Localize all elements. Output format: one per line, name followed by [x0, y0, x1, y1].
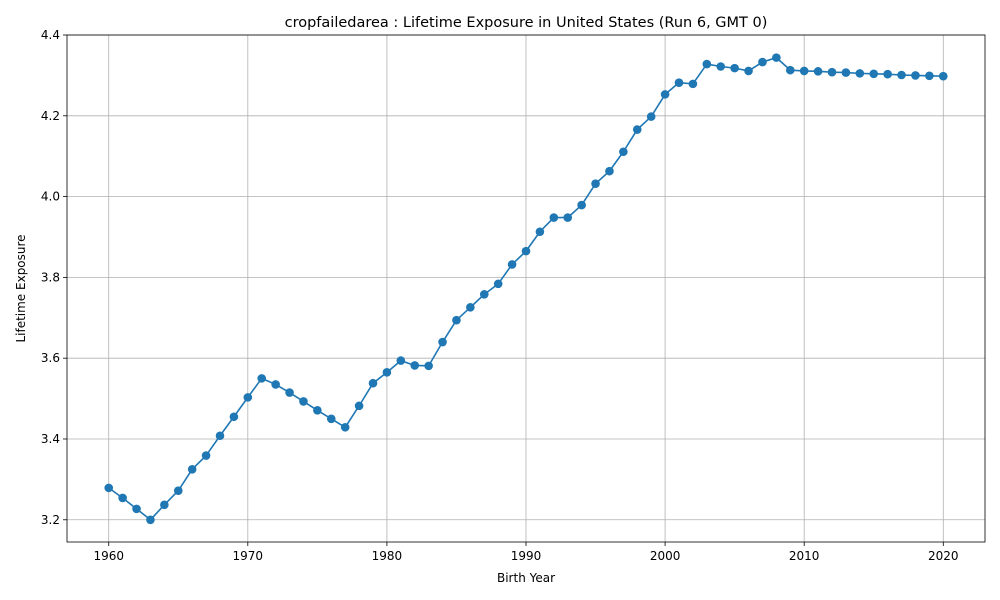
data-point	[132, 504, 141, 514]
data-point	[104, 483, 114, 493]
y-tick-label: 4.2	[41, 109, 60, 123]
data-point	[716, 62, 726, 71]
data-point	[535, 227, 545, 237]
data-point	[925, 71, 934, 81]
data-point	[632, 125, 642, 134]
data-point	[299, 397, 308, 406]
data-point	[201, 451, 211, 460]
y-tick-label: 4.4	[41, 28, 60, 42]
data-point	[827, 67, 837, 77]
x-axis-label: Birth Year	[497, 571, 555, 585]
data-point	[438, 337, 447, 347]
x-axis: 1960 1970 1980 1990 2000 2010 2020	[93, 542, 959, 563]
data-point	[855, 69, 865, 78]
data-point	[507, 260, 517, 269]
x-tick-label: 1980	[372, 549, 403, 563]
series-layer	[104, 53, 948, 525]
x-tick-label: 2010	[789, 549, 820, 563]
data-point	[243, 393, 253, 402]
data-point	[799, 66, 809, 76]
chart-title: cropfailedarea : Lifetime Exposure in Un…	[285, 15, 768, 31]
data-point	[619, 147, 628, 157]
data-point	[646, 112, 656, 121]
data-point	[897, 70, 906, 80]
y-tick-label: 3.6	[41, 351, 60, 365]
data-point	[674, 78, 684, 87]
data-point	[744, 66, 753, 76]
data-point	[424, 361, 433, 371]
data-point	[772, 53, 781, 62]
data-point	[911, 71, 920, 80]
data-point	[479, 290, 489, 299]
data-point	[354, 401, 364, 411]
data-point	[883, 69, 892, 79]
data-point	[173, 486, 183, 495]
y-tick-label: 4.0	[41, 190, 60, 204]
data-point	[938, 71, 948, 81]
data-point	[410, 361, 420, 370]
y-axis: 3.2 3.4 3.6 3.8 4.0 4.2 4.4	[41, 28, 67, 527]
x-tick-label: 1990	[511, 549, 542, 563]
data-point	[869, 69, 879, 79]
data-point	[146, 515, 155, 525]
data-point	[521, 246, 531, 256]
y-axis-label: Lifetime Exposure	[14, 234, 28, 342]
data-point	[118, 493, 127, 503]
data-point	[758, 57, 767, 67]
x-tick-label: 1970	[233, 549, 264, 563]
data-point	[577, 200, 586, 210]
data-point	[493, 279, 503, 289]
data-point	[368, 378, 378, 388]
data-point	[813, 67, 823, 76]
data-point	[313, 406, 322, 415]
data-point	[452, 315, 461, 325]
data-point	[730, 63, 739, 73]
data-point	[549, 213, 559, 222]
data-point	[382, 368, 392, 377]
data-point	[785, 65, 795, 75]
data-point	[702, 59, 712, 69]
data-point	[229, 412, 239, 422]
x-tick-label: 2020	[928, 549, 959, 563]
y-tick-label: 3.2	[41, 513, 60, 527]
y-tick-label: 3.4	[41, 432, 60, 446]
data-point	[841, 68, 851, 77]
data-point	[688, 79, 698, 89]
data-point	[160, 500, 169, 510]
y-tick-label: 3.8	[41, 270, 60, 284]
x-tick-label: 2000	[650, 549, 681, 563]
data-point	[466, 302, 475, 312]
data-point	[285, 388, 294, 397]
data-point	[605, 166, 614, 176]
data-point	[660, 90, 670, 99]
data-point	[257, 374, 267, 383]
data-point	[563, 213, 573, 222]
data-point	[591, 179, 600, 188]
data-point	[326, 414, 336, 424]
data-point	[396, 356, 406, 365]
x-tick-label: 1960	[93, 549, 124, 563]
data-point	[340, 422, 350, 432]
data-point	[271, 380, 280, 389]
data-point	[187, 464, 197, 474]
data-point	[215, 431, 225, 441]
